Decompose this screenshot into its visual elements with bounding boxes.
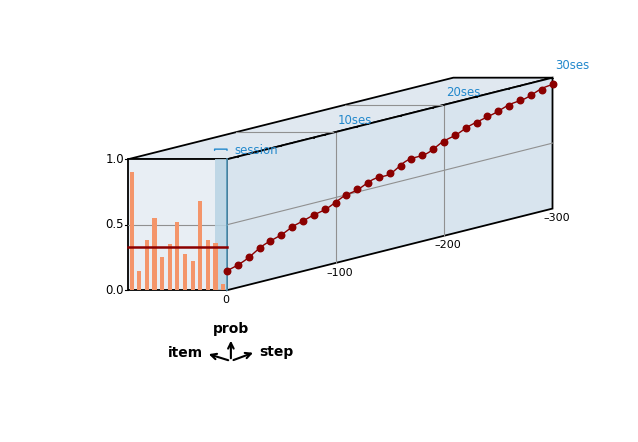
Text: 20ses: 20ses bbox=[447, 87, 480, 99]
Polygon shape bbox=[128, 78, 553, 159]
Point bbox=[276, 231, 286, 238]
Text: 30ses: 30ses bbox=[555, 59, 589, 72]
Point bbox=[222, 267, 232, 274]
Point bbox=[309, 211, 319, 218]
Text: prob: prob bbox=[212, 322, 249, 335]
Text: 10ses: 10ses bbox=[338, 114, 372, 127]
Polygon shape bbox=[128, 159, 227, 290]
Point bbox=[439, 138, 449, 145]
Point bbox=[363, 179, 373, 187]
Bar bbox=[160, 258, 164, 290]
Text: –100: –100 bbox=[326, 267, 353, 278]
Point bbox=[461, 125, 471, 132]
Bar bbox=[175, 222, 179, 290]
Point bbox=[287, 223, 297, 230]
Point bbox=[482, 113, 493, 120]
Point bbox=[547, 81, 558, 88]
Point bbox=[244, 254, 254, 261]
Bar bbox=[168, 244, 172, 290]
Bar bbox=[183, 254, 187, 290]
Text: session: session bbox=[235, 144, 278, 156]
Point bbox=[406, 155, 417, 162]
Bar bbox=[152, 218, 156, 290]
Point bbox=[298, 218, 308, 225]
Point bbox=[352, 186, 362, 193]
Point bbox=[233, 262, 243, 269]
Bar bbox=[221, 284, 225, 290]
Text: –200: –200 bbox=[434, 240, 461, 251]
Point bbox=[471, 119, 482, 126]
Bar bbox=[137, 271, 142, 290]
Point bbox=[374, 174, 384, 181]
Text: item: item bbox=[168, 347, 203, 360]
Point bbox=[537, 86, 547, 93]
Point bbox=[265, 238, 276, 245]
Point bbox=[515, 97, 525, 104]
Bar bbox=[198, 201, 202, 290]
Point bbox=[341, 191, 352, 198]
Text: 0.0: 0.0 bbox=[105, 284, 124, 297]
Text: 0: 0 bbox=[222, 295, 229, 305]
Bar bbox=[145, 240, 149, 290]
Polygon shape bbox=[227, 78, 553, 290]
Point bbox=[493, 107, 503, 114]
Point bbox=[504, 102, 514, 109]
Bar bbox=[130, 172, 134, 290]
Point bbox=[396, 162, 406, 169]
Bar bbox=[191, 261, 195, 290]
Bar bbox=[214, 159, 227, 290]
Point bbox=[255, 244, 265, 251]
Point bbox=[385, 170, 395, 177]
Point bbox=[450, 131, 460, 138]
Bar bbox=[206, 240, 210, 290]
Point bbox=[526, 91, 536, 99]
Bar bbox=[214, 243, 218, 290]
Point bbox=[320, 206, 330, 213]
Point bbox=[417, 151, 427, 158]
Point bbox=[330, 199, 341, 206]
Text: step: step bbox=[259, 345, 293, 359]
Text: 1.0: 1.0 bbox=[105, 153, 124, 166]
Text: –300: –300 bbox=[543, 213, 570, 223]
Text: 0.5: 0.5 bbox=[105, 218, 124, 231]
Point bbox=[428, 146, 438, 153]
